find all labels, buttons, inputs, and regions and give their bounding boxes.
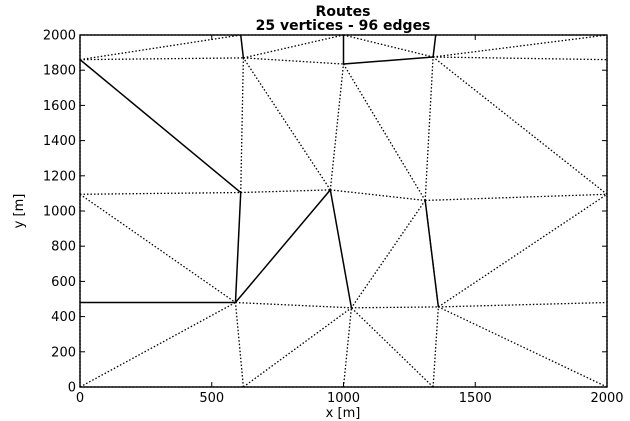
route-edge-dotted [437,193,608,308]
route-edge-solid [424,200,440,308]
route-edge-dotted [79,193,236,304]
y-tick-label: 800 [51,240,76,255]
route-edge-dotted [243,34,344,59]
plot-frame [79,34,608,388]
y-tick-label: 1000 [43,205,76,220]
route-edge-solid [234,192,242,303]
route-edge-dotted [235,301,352,309]
x-axis-label: x [m] [326,406,361,421]
route-edge-dotted [79,301,236,388]
route-edge-solid [234,189,331,304]
route-edge-solid [79,59,242,194]
y-tick-label: 1400 [43,134,76,149]
route-edge-dotted [342,63,426,201]
x-tick-label: 1000 [327,391,360,406]
route-edge-dotted [438,306,608,388]
dotted-edges [79,34,608,388]
route-edge-dotted [432,306,440,388]
route-edge-dotted [79,57,244,61]
y-tick-label: 600 [51,275,76,290]
route-edge-dotted [240,189,331,194]
route-edge-dotted [79,34,241,61]
route-edge-solid [343,56,434,65]
chart-title: Routes [316,4,371,20]
x-tick-label: 500 [199,391,224,406]
route-edge-solid [329,189,353,308]
route-edge-dotted [350,200,426,309]
route-edge-dotted [424,56,434,201]
y-axis-label: y [m] [12,194,27,229]
solid-edges [79,34,440,308]
x-axis-ticks: 0 500 1000 1500 2000 [76,35,624,406]
y-tick-label: 0 [68,381,76,396]
route-edge-dotted [432,56,608,195]
chart-subtitle: 25 vertices - 96 edges [256,18,431,34]
route-edge-dotted [242,57,331,191]
route-edge-dotted [329,63,345,190]
y-tick-label: 2000 [43,29,76,44]
route-edge-dotted [351,306,439,309]
y-tick-label: 200 [51,345,76,360]
route-edge-dotted [240,57,245,193]
route-edge-dotted [433,34,608,58]
route-edge-dotted [242,307,352,388]
route-edge-dotted [433,56,608,61]
x-tick-label: 0 [76,391,84,406]
y-tick-label: 400 [51,310,76,325]
y-tick-label: 1600 [43,99,76,114]
y-tick-label: 1800 [43,64,76,79]
route-edge-dotted [330,189,426,202]
route-edge-dotted [243,57,344,65]
x-tick-label: 2000 [590,391,623,406]
x-tick-label: 1500 [459,391,492,406]
route-edge-solid [239,34,245,58]
route-edge-dotted [79,191,241,195]
route-edge-dotted [350,307,434,388]
y-axis-ticks: 0 200 400 600 800 1000 1200 1400 1600 1800 2000 [43,29,607,396]
route-edge-dotted [343,34,434,58]
y-tick-label: 1200 [43,169,76,184]
route-edge-solid [432,34,437,58]
route-edge-dotted [234,302,245,388]
route-edge-dotted [342,307,353,388]
route-edge-dotted [425,193,608,202]
route-edge-dotted [438,301,608,308]
